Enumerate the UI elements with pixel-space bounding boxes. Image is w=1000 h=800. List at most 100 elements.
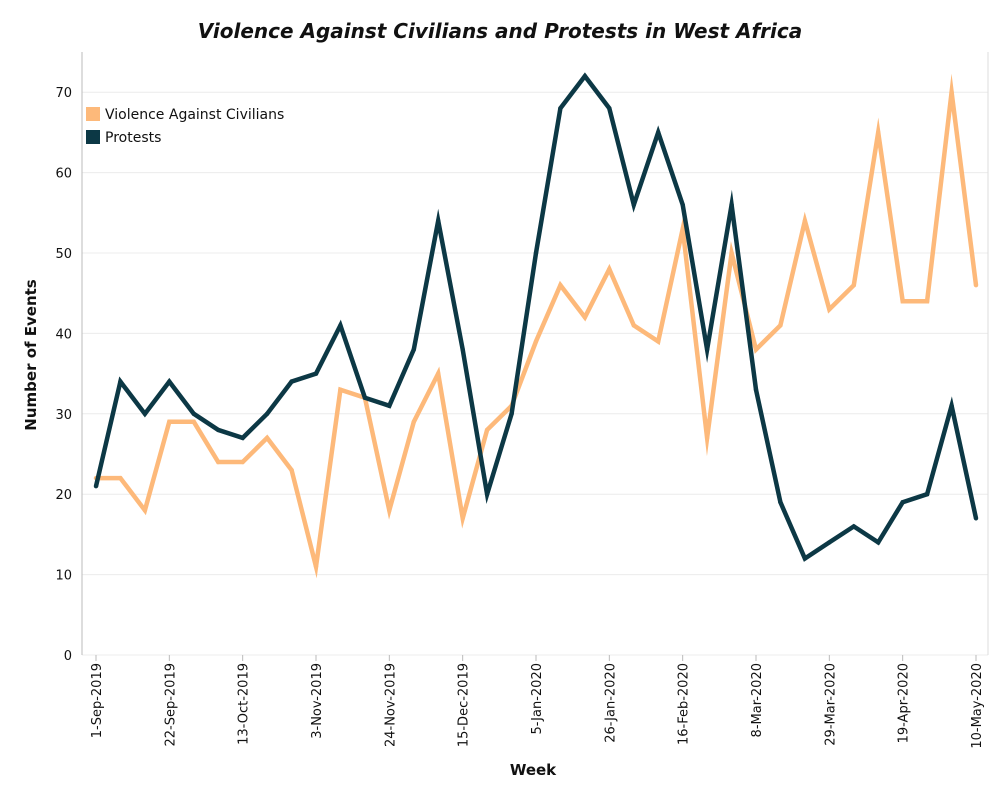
data-point — [436, 371, 441, 376]
data-point — [680, 202, 685, 207]
data-point — [216, 459, 221, 465]
data-point — [167, 419, 172, 424]
data-point — [827, 307, 832, 312]
data-point — [411, 347, 416, 352]
data-point — [387, 508, 392, 513]
data-point — [387, 403, 392, 408]
series-layer — [93, 72, 979, 579]
data-point — [924, 299, 930, 304]
y-tick-label: 30 — [55, 408, 72, 423]
x-axis-title: Week — [510, 761, 557, 779]
y-tick-label: 20 — [55, 488, 72, 503]
data-point — [289, 379, 294, 384]
data-point — [240, 459, 245, 465]
x-tick-label: 1-Sep-2019 — [90, 663, 105, 738]
series-line-protests — [93, 72, 979, 562]
data-point — [631, 323, 636, 328]
data-point — [533, 250, 539, 256]
data-point — [900, 500, 905, 505]
data-point — [851, 283, 856, 288]
legend: Violence Against Civilians Protests — [86, 107, 284, 146]
data-point — [338, 323, 343, 328]
data-point — [509, 411, 514, 416]
x-axis: 1-Sep-2019 22-Sep-2019 13-Oct-2019 3-Nov-20… — [90, 655, 985, 749]
y-tick-label: 70 — [55, 86, 72, 101]
data-point — [362, 395, 368, 400]
data-point — [411, 419, 416, 424]
data-point — [656, 339, 661, 344]
data-point — [93, 484, 99, 489]
data-point — [704, 435, 710, 441]
x-tick-label: 3-Nov-2019 — [310, 663, 325, 739]
data-point — [436, 218, 441, 223]
data-point — [484, 427, 490, 433]
x-tick-label: 16-Feb-2020 — [677, 663, 692, 745]
grid — [82, 91, 988, 656]
data-point — [851, 524, 856, 529]
data-point — [607, 106, 612, 111]
data-point — [680, 226, 685, 232]
x-tick-label: 10-May-2020 — [970, 663, 985, 749]
data-point — [876, 540, 881, 545]
data-point — [191, 411, 196, 416]
data-point — [167, 379, 172, 384]
legend-label-violence: Violence Against Civilians — [105, 107, 284, 123]
data-point — [558, 283, 563, 288]
chart-title: Violence Against Civilians and Protests … — [198, 19, 803, 43]
x-tick-label: 19-Apr-2020 — [897, 663, 912, 743]
data-point — [558, 106, 563, 111]
data-point — [582, 73, 588, 79]
data-point — [313, 371, 319, 376]
data-point — [264, 411, 270, 416]
data-point — [313, 564, 319, 569]
y-tick-label: 50 — [55, 247, 72, 262]
legend-swatch-protests — [86, 130, 100, 144]
x-tick-label: 29-Mar-2020 — [823, 663, 838, 746]
data-point — [973, 283, 979, 288]
data-point — [264, 435, 270, 441]
series-line-violence — [96, 73, 979, 579]
data-point — [484, 492, 490, 497]
y-tick-label: 0 — [64, 649, 72, 664]
data-point — [142, 508, 148, 513]
data-point — [142, 411, 148, 416]
data-point — [460, 516, 465, 521]
data-point — [533, 339, 539, 344]
x-tick-label: 22-Sep-2019 — [163, 663, 178, 747]
data-point — [460, 347, 465, 352]
y-axis-title: Number of Events — [22, 279, 40, 430]
legend-swatch-violence — [86, 107, 100, 121]
data-point — [582, 315, 588, 320]
x-tick-label: 8-Mar-2020 — [750, 663, 765, 737]
x-tick-label: 15-Dec-2019 — [457, 663, 472, 747]
x-tick-label: 24-Nov-2019 — [383, 663, 398, 747]
data-point — [949, 403, 954, 408]
data-point — [216, 427, 221, 433]
data-point — [827, 540, 832, 545]
x-tick-label: 13-Oct-2019 — [237, 663, 252, 745]
data-point — [778, 500, 783, 505]
data-point — [338, 387, 343, 392]
data-point — [729, 250, 734, 256]
data-point — [778, 323, 783, 328]
y-axis: 0 10 20 30 40 50 60 70 — [55, 86, 72, 664]
data-point — [729, 202, 734, 207]
data-point — [802, 218, 808, 223]
x-tick-label: 26-Jan-2020 — [603, 663, 618, 743]
data-point — [753, 347, 759, 352]
data-point — [802, 556, 808, 561]
data-point — [289, 467, 294, 473]
data-point — [118, 379, 123, 384]
data-point — [973, 516, 979, 521]
data-point — [704, 347, 710, 352]
data-point — [949, 90, 954, 95]
y-tick-label: 40 — [55, 327, 72, 342]
legend-label-protests: Protests — [105, 130, 161, 146]
data-point — [240, 435, 245, 441]
data-point — [631, 202, 636, 207]
data-point — [924, 492, 930, 497]
data-point — [900, 299, 905, 304]
y-tick-label: 60 — [55, 167, 72, 182]
data-point — [191, 419, 196, 424]
